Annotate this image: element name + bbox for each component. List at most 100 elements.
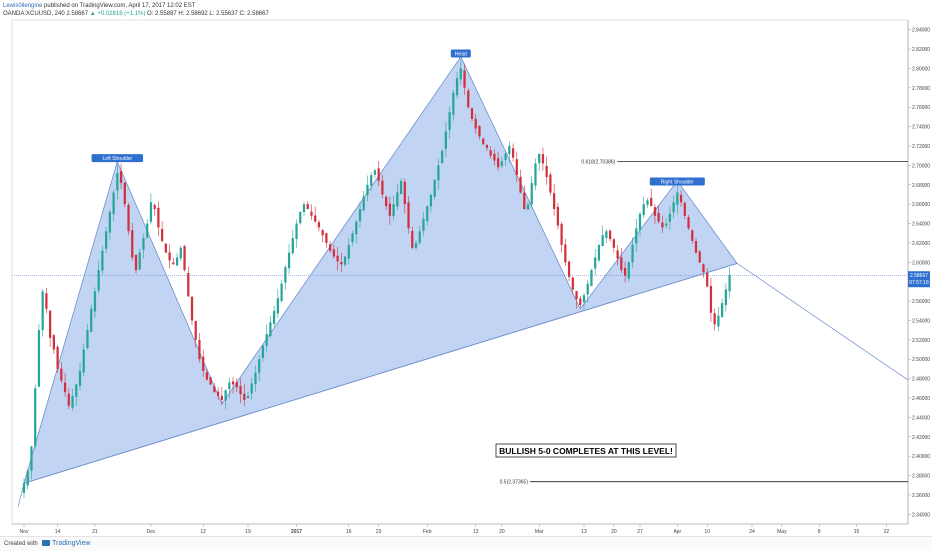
candle-body [709, 285, 713, 313]
candle-body [381, 180, 384, 195]
candle-body [112, 192, 115, 215]
candle-body [205, 372, 209, 380]
candle-body [127, 204, 130, 232]
candle-body [34, 388, 37, 446]
candle-body [269, 322, 272, 337]
candle-body [534, 163, 537, 186]
created-with-label: Created with [4, 541, 38, 547]
x-tick-label: 14 [55, 529, 61, 535]
candle-body [582, 295, 586, 303]
candle-body [441, 150, 444, 164]
candle-body [549, 174, 552, 193]
current-price-badge [908, 271, 930, 288]
x-tick-label: 20 [611, 529, 617, 535]
candle-body [63, 382, 67, 393]
tradingview-logo-icon [42, 540, 50, 547]
candle-body [426, 206, 429, 222]
ohlc-values: O: 2.55887 H: 2.58692 L: 2.55637 C: 2.58… [147, 11, 269, 17]
candle-body [429, 194, 433, 207]
candle-body [258, 359, 261, 373]
candle-body [317, 222, 321, 228]
candle-body [198, 340, 201, 360]
x-tick-label: 2017 [291, 529, 302, 535]
candle-body [530, 182, 533, 205]
candle-body [590, 270, 593, 286]
candle-body [579, 298, 582, 305]
candle-body [108, 211, 111, 233]
candle-body [560, 223, 563, 245]
candle-body [650, 197, 653, 207]
candle-body [134, 254, 138, 271]
x-tick-label: 20 [499, 529, 505, 535]
candle-body [153, 204, 156, 209]
x-tick-label: Nov [20, 529, 29, 535]
candle-body [250, 383, 253, 394]
candle-body [146, 223, 149, 238]
candle-body [105, 231, 108, 249]
candle-body [627, 262, 630, 279]
chart-header: Lewis0ilengine published on TradingView.… [3, 2, 195, 10]
x-tick-label: 19 [245, 529, 251, 535]
y-tick-label: 2.76000 [912, 105, 930, 111]
candle-body [183, 246, 186, 271]
candle-body [142, 238, 145, 250]
candle-body [306, 204, 309, 209]
x-tick-label: Feb [423, 529, 432, 535]
candle-body [243, 393, 246, 400]
candle-body [717, 315, 720, 327]
candle-body [366, 184, 369, 196]
candle-body [224, 390, 227, 401]
candle-body [52, 335, 55, 350]
tradingview-brand[interactable]: TradingView [42, 540, 91, 547]
candle-body [347, 244, 350, 259]
candle-body [332, 249, 335, 257]
candle-body [638, 213, 642, 230]
author-link[interactable]: Lewis0ilengine [3, 3, 43, 9]
candle-body [612, 239, 615, 248]
candle-body [698, 251, 701, 263]
y-tick-label: 2.80000 [912, 66, 930, 72]
y-tick-label: 2.54000 [912, 318, 930, 324]
x-tick-label: 23 [376, 529, 382, 535]
candle-body [388, 203, 391, 216]
projection-line [736, 263, 909, 381]
candle-body [157, 207, 160, 228]
price-chart[interactable]: 2.84000 2.82000 2.80000 2.78000 2.76000 2.740… [0, 0, 932, 536]
candle-body [728, 274, 731, 292]
candle-body [343, 256, 347, 265]
y-tick-label: 2.42000 [912, 435, 930, 441]
y-tick-label: 2.48000 [912, 377, 930, 383]
candle-body [448, 112, 451, 131]
x-tick-label: 16 [346, 529, 352, 535]
candle-body [175, 257, 179, 266]
x-tick-label: 8 [818, 529, 821, 535]
candle-body [261, 345, 265, 358]
candle-body [295, 223, 298, 239]
x-tick-label: 15 [854, 529, 860, 535]
candle-body [213, 386, 216, 393]
candle-body [541, 154, 545, 164]
y-tick-label: 2.66000 [912, 202, 930, 208]
candle-body [340, 262, 343, 265]
y-tick-label: 2.44000 [912, 415, 930, 421]
candle-body [358, 209, 362, 221]
candle-body [355, 221, 358, 235]
tradingview-brand-label: TradingView [52, 540, 91, 547]
candle-body [556, 206, 559, 226]
x-tick-label: 13 [581, 529, 587, 535]
candle-body [657, 212, 660, 222]
candle-body [478, 125, 481, 137]
bullish-callout-box [495, 443, 677, 458]
left-shoulder-label: Left Shoulder [102, 156, 132, 162]
x-tick-label: 22 [884, 529, 890, 535]
candle-body [586, 283, 589, 295]
candle-body [71, 396, 74, 408]
x-tick-label: 24 [749, 529, 755, 535]
candle-body [526, 204, 530, 210]
candle-body [575, 290, 578, 300]
last-price: 2.58667 [66, 11, 89, 17]
candle-body [194, 320, 197, 340]
candle-body [273, 310, 276, 325]
candle-body [545, 165, 548, 178]
candle-body [609, 230, 612, 240]
